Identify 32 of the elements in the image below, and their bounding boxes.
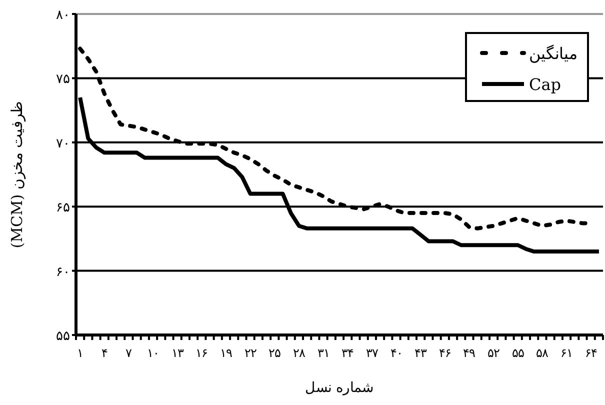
x-tick-label: ۵۲	[488, 346, 500, 360]
x-tick-label: ۴۳	[414, 346, 428, 360]
x-tick-label: ۲۲	[244, 346, 256, 360]
x-tick-label: ۱۶	[196, 346, 208, 360]
y-tick-label: ۸۰	[56, 8, 70, 23]
x-tick-label: ۴۶	[438, 346, 451, 360]
x-tick-label: ۵۵	[512, 346, 524, 360]
x-tick-label: ۳۷	[366, 346, 379, 360]
x-tick-label: ۷	[126, 346, 133, 360]
y-tick-label: ۵۵	[56, 329, 70, 344]
x-tick-label: ۱۳	[171, 346, 184, 360]
x-tick-label: ۳۱	[317, 346, 330, 360]
y-tick-label: ۷۰	[56, 136, 70, 152]
y-axis-title: ظرفیت مخزن (MCM)	[8, 100, 26, 248]
y-tick-label: ۷۵	[56, 72, 70, 88]
x-tick-label: ۱	[77, 346, 84, 360]
x-axis-title: شماره نسل	[304, 380, 374, 396]
x-tick-label: ۴۹	[463, 346, 476, 360]
x-tick-label: ۱۹	[220, 346, 232, 360]
x-tick-label: ۴۰	[390, 346, 402, 360]
legend-label: میانگین	[529, 44, 578, 63]
y-tick-label: ۶۵	[56, 200, 70, 216]
y-tick-label: ۶۰	[56, 264, 70, 280]
legend-label: Cap	[529, 75, 562, 94]
x-tick-label: ۴	[101, 346, 108, 360]
x-tick-label: ۱۰	[147, 346, 160, 360]
x-tick-label: ۶۱	[560, 346, 573, 360]
x-tick-label: ۵۸	[536, 346, 550, 360]
x-tick-label: ۶۴	[584, 346, 597, 360]
x-tick-label: ۳۴	[342, 346, 354, 360]
x-tick-label: ۲۸	[292, 346, 306, 360]
x-tick-label: ۲۵	[268, 346, 281, 360]
